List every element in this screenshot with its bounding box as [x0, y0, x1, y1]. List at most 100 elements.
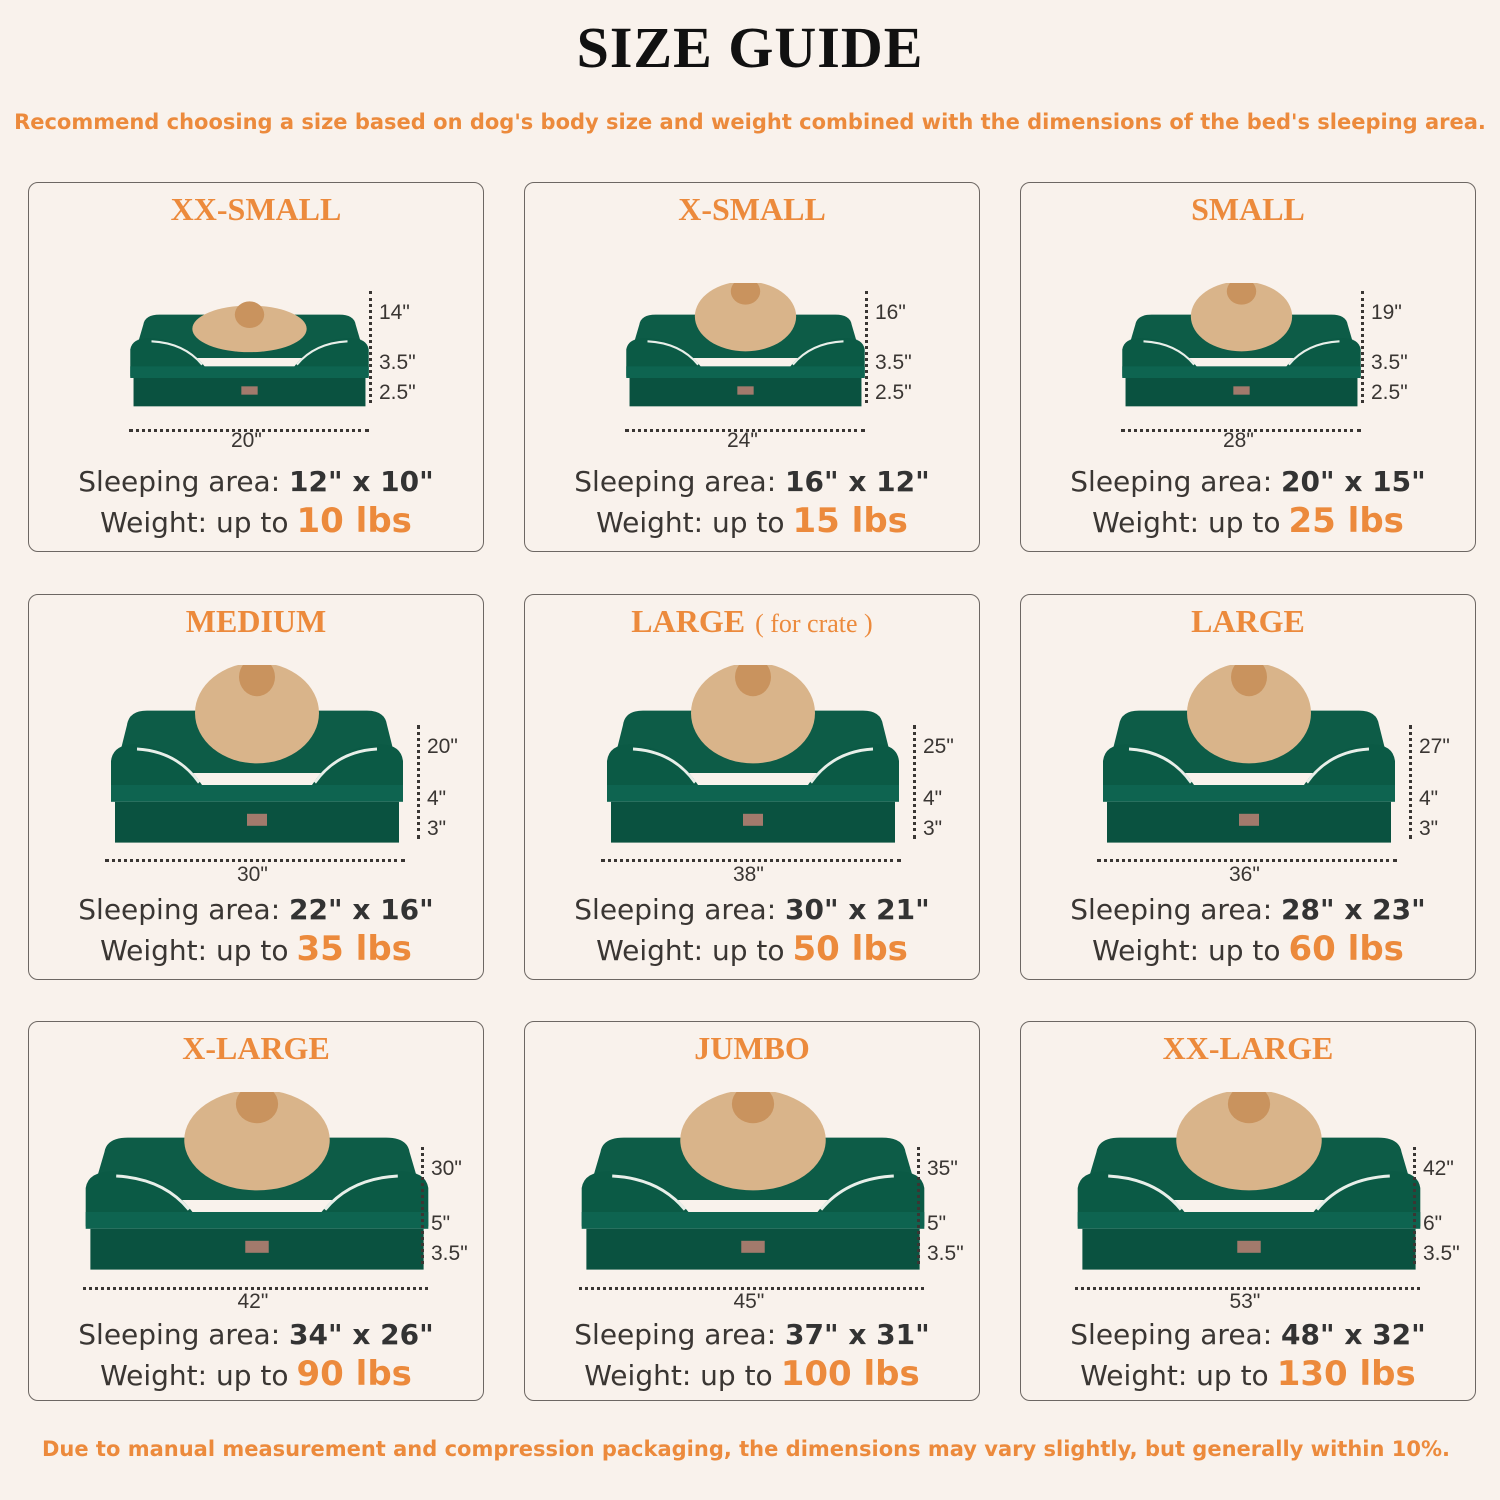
sleeping-area-label: Sleeping area: [1070, 893, 1273, 926]
sleeping-area-label: Sleeping area: [78, 465, 281, 498]
size-name: LARGE [631, 603, 746, 639]
dog-head [735, 657, 771, 697]
weight-limit: Weight: up to 35 lbs [29, 929, 483, 969]
size-name: X-SMALL [678, 191, 826, 227]
size-name: X-LARGE [182, 1030, 330, 1066]
weight-value: 50 lbs [792, 929, 908, 969]
weight-value: 90 lbs [296, 1354, 412, 1394]
sleeping-area-label: Sleeping area: [574, 1318, 777, 1351]
sleeping-area-value: 20" x 15" [1281, 465, 1426, 498]
weight-value: 100 lbs [780, 1354, 920, 1394]
size-card-x-small: X-SMALL 16" 3.5" 2.5" 24" Sleeping area:… [524, 182, 980, 552]
size-title: JUMBO [525, 1030, 979, 1067]
size-name: MEDIUM [185, 603, 327, 639]
weight-value: 130 lbs [1276, 1354, 1416, 1394]
sleeping-area-value: 28" x 23" [1281, 893, 1426, 926]
height-top-label: 4" [427, 787, 447, 810]
width-label: 53" [1229, 1290, 1261, 1313]
height-top-label: 3.5" [379, 351, 416, 374]
height-top-label: 4" [923, 787, 943, 810]
width-dim-line [625, 429, 865, 432]
weight-label: Weight: up to [596, 934, 785, 967]
depth-label: 30" [431, 1157, 462, 1180]
size-title: LARGE ( for crate ) [525, 603, 979, 640]
height-top-label: 4" [1419, 787, 1439, 810]
sleeping-area-value: 16" x 12" [785, 465, 930, 498]
width-dim-line [579, 1287, 924, 1290]
height-base-label: 2.5" [379, 381, 416, 404]
width-dim-line [105, 859, 405, 862]
dog-head [1227, 1084, 1271, 1124]
size-title: X-SMALL [525, 191, 979, 228]
weight-limit: Weight: up to 100 lbs [525, 1354, 979, 1394]
width-dim-line [83, 1287, 428, 1290]
bed-label-tag [1233, 386, 1250, 395]
weight-value: 25 lbs [1288, 501, 1404, 541]
depth-dim-line [369, 291, 372, 403]
size-card-medium: MEDIUM 20" 4" 3" 30" Sleeping area: 22" … [28, 594, 484, 980]
depth-label: 27" [1419, 735, 1450, 758]
width-label: 36" [1229, 863, 1260, 886]
weight-limit: Weight: up to 90 lbs [29, 1354, 483, 1394]
bed-label-tag [1237, 1240, 1261, 1253]
bed-label-tag [241, 386, 258, 395]
sleeping-area: Sleeping area: 37" x 31" [525, 1318, 979, 1351]
cat-image [192, 305, 307, 353]
sleeping-area-label: Sleeping area: [78, 893, 281, 926]
depth-label: 16" [875, 301, 906, 324]
size-name: JUMBO [694, 1030, 810, 1066]
height-base-label: 3.5" [431, 1242, 468, 1265]
width-dim-line [1097, 859, 1397, 862]
size-card-x-large: X-LARGE 30" 5" 3.5" 42" Sleeping area: 3… [28, 1021, 484, 1401]
depth-label: 42" [1423, 1157, 1454, 1180]
size-card-jumbo: JUMBO 35" 5" 3.5" 45" Sleeping area: 37"… [524, 1021, 980, 1401]
sleeping-area: Sleeping area: 12" x 10" [29, 465, 483, 498]
bed-label-tag [743, 813, 763, 826]
size-name: LARGE [1191, 603, 1305, 639]
weight-label: Weight: up to [596, 506, 785, 539]
sleeping-area-value: 12" x 10" [289, 465, 434, 498]
sleeping-area-label: Sleeping area: [574, 893, 777, 926]
bed-illustration [577, 1084, 929, 1276]
dog-image [1190, 281, 1293, 352]
height-base-label: 2.5" [875, 381, 912, 404]
depth-dim-line [865, 291, 868, 403]
depth-dim-line [421, 1147, 424, 1264]
dog-image [691, 662, 815, 764]
size-name: XX-SMALL [170, 191, 342, 227]
size-card-small: SMALL 19" 3.5" 2.5" 28" Sleeping area: 2… [1020, 182, 1476, 552]
depth-label: 20" [427, 735, 458, 758]
size-title: SMALL [1021, 191, 1475, 228]
size-card-xx-large: XX-LARGE 42" 6" 3.5" 53" Sleeping area: … [1020, 1021, 1476, 1401]
height-base-label: 3" [1419, 817, 1439, 840]
depth-dim-line [917, 1147, 920, 1264]
width-dim-line [601, 859, 901, 862]
height-base-label: 3" [923, 817, 943, 840]
sleeping-area: Sleeping area: 16" x 12" [525, 465, 979, 498]
width-label: 28" [1223, 429, 1254, 452]
width-dim-line [1121, 429, 1361, 432]
sleeping-area: Sleeping area: 20" x 15" [1021, 465, 1475, 498]
height-base-label: 3.5" [927, 1242, 964, 1265]
weight-label: Weight: up to [100, 506, 289, 539]
footer-note: Due to manual measurement and compressio… [42, 1437, 1450, 1461]
bed-label-tag [245, 1240, 269, 1253]
sleeping-area: Sleeping area: 34" x 26" [29, 1318, 483, 1351]
weight-value: 35 lbs [296, 929, 412, 969]
bed-label-tag [247, 813, 267, 826]
bed-illustration [603, 657, 903, 849]
sleeping-area-label: Sleeping area: [1070, 465, 1273, 498]
height-top-label: 5" [431, 1212, 451, 1235]
weight-limit: Weight: up to 60 lbs [1021, 929, 1475, 969]
bed-label-tag [737, 386, 754, 395]
depth-label: 19" [1371, 301, 1402, 324]
weight-label: Weight: up to [100, 934, 289, 967]
page-subtitle: Recommend choosing a size based on dog's… [14, 110, 1486, 134]
dog-head [1231, 657, 1267, 697]
sleeping-area-value: 22" x 16" [289, 893, 434, 926]
size-title: X-LARGE [29, 1030, 483, 1067]
sleeping-area-value: 30" x 21" [785, 893, 930, 926]
depth-dim-line [1409, 725, 1412, 839]
size-title: LARGE [1021, 603, 1475, 640]
weight-value: 10 lbs [296, 501, 412, 541]
